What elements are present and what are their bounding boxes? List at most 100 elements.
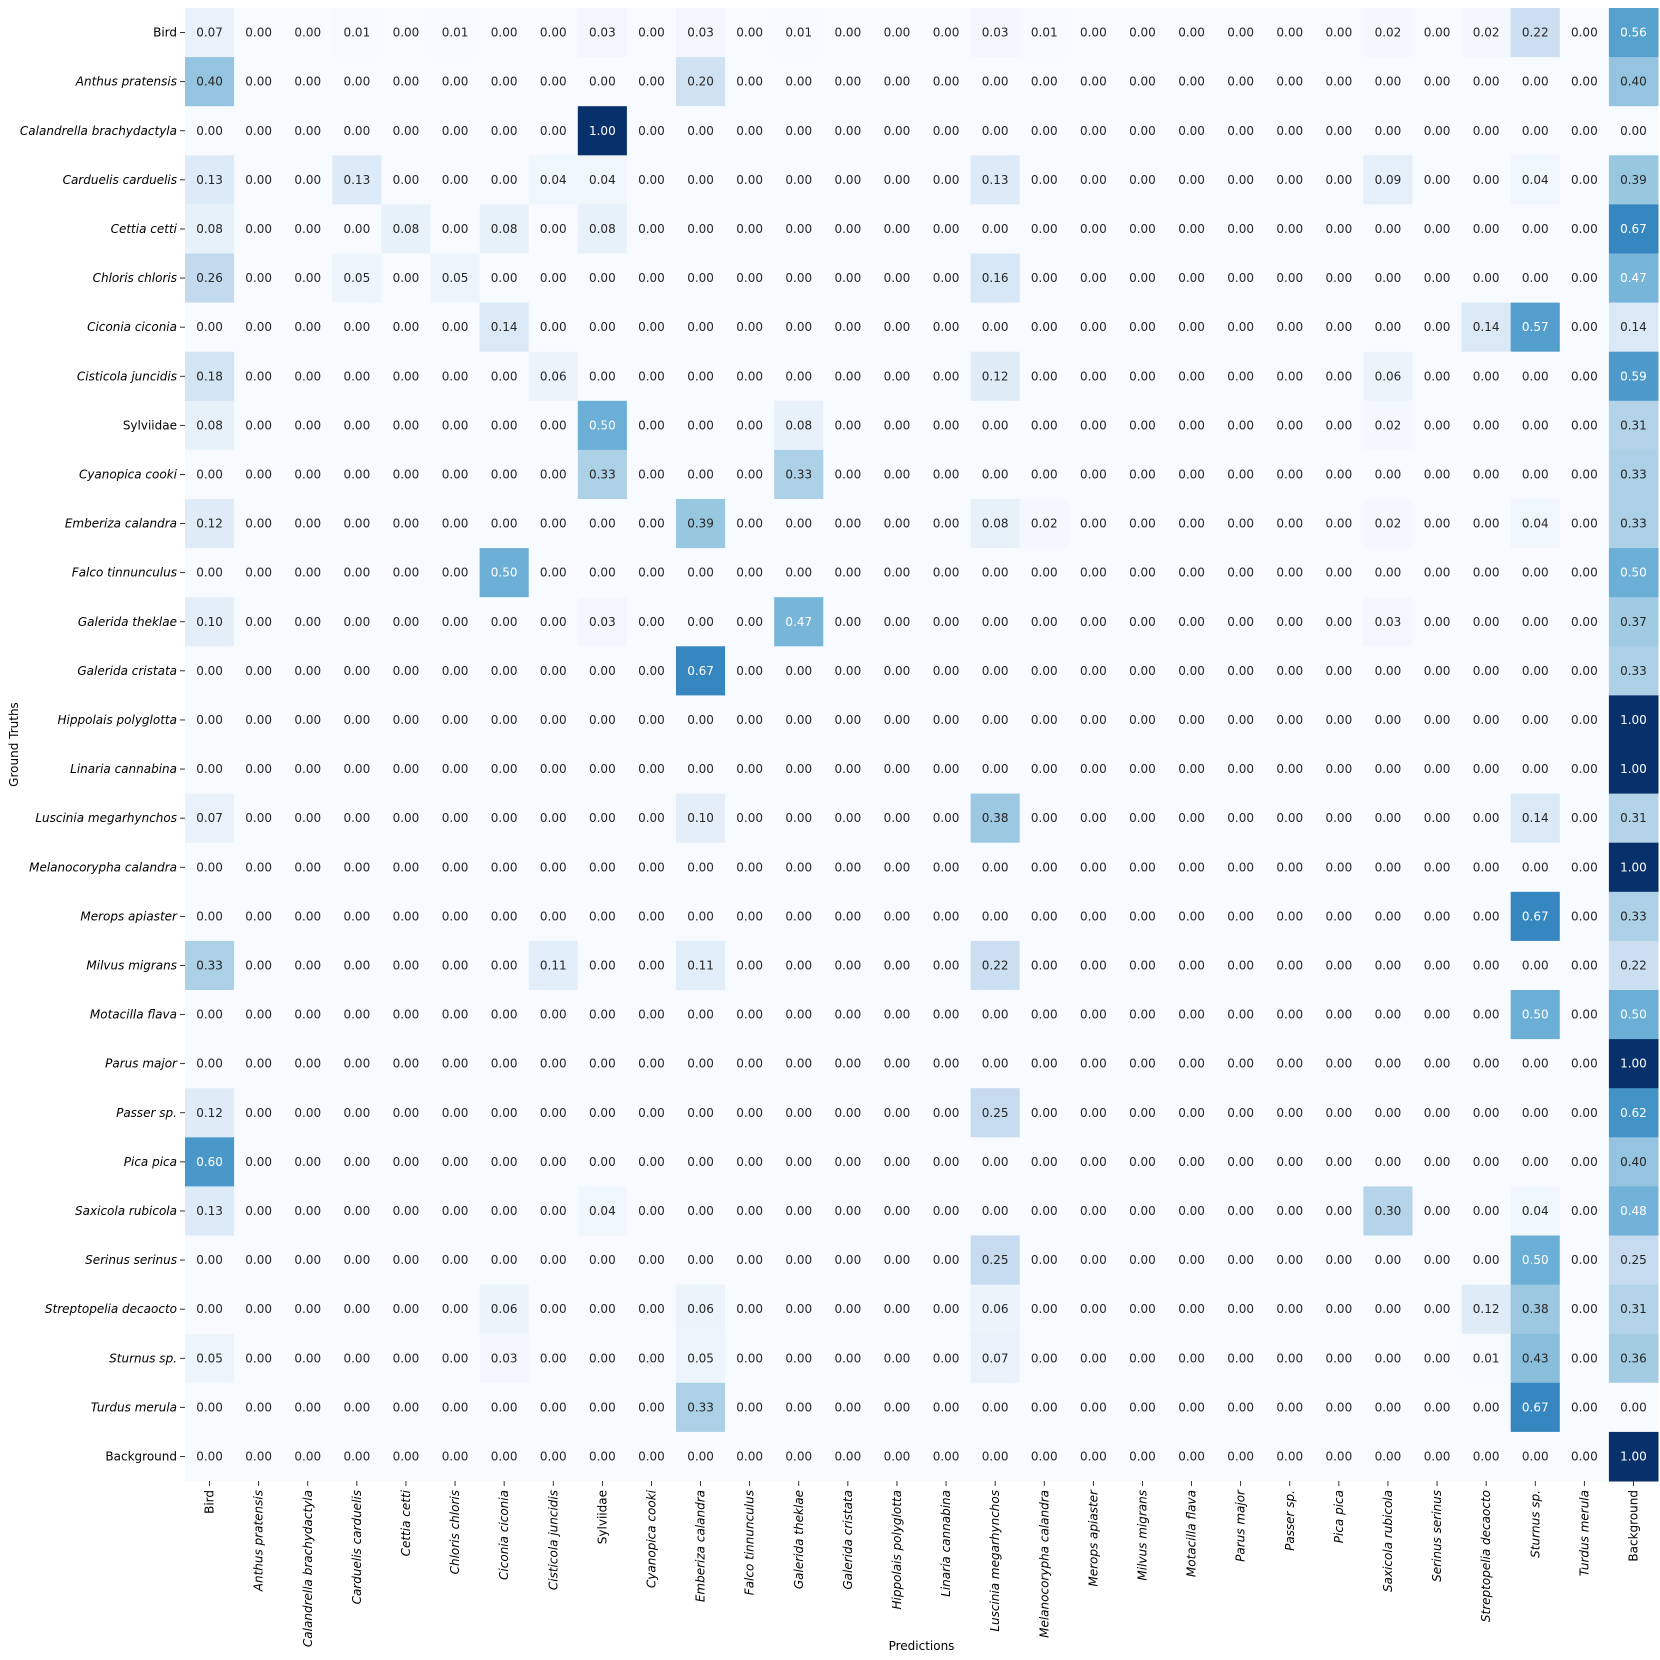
cell-value-label: 0.00 [1031,369,1058,383]
heatmap-cell [970,449,1021,500]
heatmap-cell [234,1431,284,1482]
cell-value-label: 0.00 [982,713,1009,727]
cell-value-label: 0.00 [1031,1057,1058,1071]
y-tick-label: Galerida cristata [77,664,177,678]
heatmap-cell [577,1186,628,1236]
cell-value-label: 0.00 [884,909,911,923]
cell-value-label: 0.00 [1571,1351,1598,1365]
cell-value-label: 0.00 [785,958,812,972]
cell-value-label: 0.00 [1031,173,1058,187]
heatmap-cell [872,8,922,58]
cell-value-label: 0.00 [982,124,1009,138]
cell-value-label: 0.00 [1473,271,1500,285]
cell-value-label: 0.00 [1375,320,1402,334]
heatmap-cell [1363,744,1413,795]
heatmap-cell [1117,646,1168,696]
cell-value-label: 0.08 [785,418,812,432]
cell-value-label: 0.00 [736,369,763,383]
cell-value-label: 0.00 [1276,664,1303,678]
cell-value-label: 0.00 [1227,1449,1254,1463]
heatmap-cell [1559,891,1610,942]
heatmap-cell [1412,351,1463,402]
cell-value-label: 0.00 [196,566,223,580]
cell-value-label: 0.00 [933,909,960,923]
heatmap-cell [528,253,579,304]
heatmap-cell [528,1039,579,1089]
heatmap-cell [1559,695,1610,745]
heatmap-cell [1363,990,1413,1040]
cell-value-label: 0.00 [1424,1449,1451,1463]
cell-value-label: 0.00 [687,566,714,580]
cell-value-label: 0.00 [884,467,911,481]
heatmap-cell [528,1333,579,1384]
cell-value-label: 0.00 [1031,418,1058,432]
cell-value-label: 0.00 [1424,320,1451,334]
heatmap-cell [185,8,235,58]
heatmap-cell [234,400,284,451]
heatmap-cell [1412,548,1463,598]
cell-value-label: 0.00 [1080,467,1107,481]
cell-value-label: 0.00 [1473,1106,1500,1120]
cell-value-label: 0.00 [1178,517,1205,531]
cell-value-label: 0.00 [1375,566,1402,580]
cell-value-label: 0.00 [1375,811,1402,825]
heatmap-cell [1461,1284,1512,1335]
heatmap-cell [1363,351,1413,402]
heatmap-cell [921,400,972,451]
heatmap-cell [1461,253,1512,304]
cell-value-label: 0.00 [589,1302,616,1316]
heatmap-cell [626,155,677,205]
cell-value-label: 0.00 [343,1449,370,1463]
heatmap-cell [921,842,972,893]
heatmap-cell [1314,744,1364,795]
heatmap-cell [1314,891,1364,942]
heatmap-cell [1559,204,1610,254]
heatmap-cell [774,1333,824,1384]
heatmap-cell [725,351,775,402]
heatmap-cell [823,351,873,402]
y-tick-label: Serinus serinus [85,1253,177,1267]
heatmap-cell [1216,106,1266,156]
x-tick-label: Sturnus sp. [1528,1490,1542,1558]
y-tick-label: Cisticola juncidis [77,369,177,383]
heatmap-cell [528,1235,579,1286]
heatmap-cell [1412,449,1463,500]
cell-value-label: 0.00 [1571,173,1598,187]
cell-value-label: 0.00 [245,271,272,285]
heatmap-cell [528,548,579,598]
heatmap-cell [1265,351,1315,402]
heatmap-cell [626,793,677,844]
heatmap-cell [1608,1039,1659,1089]
heatmap-cell [725,842,775,893]
cell-value-label: 0.00 [589,1351,616,1365]
cell-value-label: 0.00 [1571,1400,1598,1414]
cell-value-label: 0.00 [1031,222,1058,236]
cell-value-label: 0.09 [1375,173,1402,187]
heatmap-cell [774,8,824,58]
cell-value-label: 0.00 [1178,1057,1205,1071]
heatmap-cell [823,695,873,745]
cell-value-label: 0.00 [1473,418,1500,432]
cell-value-label: 0.00 [245,369,272,383]
heatmap-cell [970,597,1021,647]
cell-value-label: 0.00 [1473,811,1500,825]
heatmap-cell [1216,400,1266,451]
heatmap-cell [1265,842,1315,893]
heatmap-cell [1559,1284,1610,1335]
cell-value-label: 0.00 [393,811,420,825]
cell-value-label: 0.00 [393,1351,420,1365]
cell-value-label: 0.00 [933,1449,960,1463]
heatmap-cell [872,940,922,991]
heatmap-cell [1363,1186,1413,1236]
cell-value-label: 0.02 [1375,517,1402,531]
cell-value-label: 0.00 [982,615,1009,629]
cell-value-label: 0.00 [1178,124,1205,138]
cell-value-label: 0.00 [785,909,812,923]
heatmap-cells [185,8,1659,1482]
heatmap-cell [1608,8,1659,58]
cell-value-label: 0.00 [1571,222,1598,236]
heatmap-cell [479,891,530,942]
cell-value-label: 0.14 [491,320,518,334]
heatmap-cell [381,842,431,893]
cell-value-label: 0.00 [785,173,812,187]
